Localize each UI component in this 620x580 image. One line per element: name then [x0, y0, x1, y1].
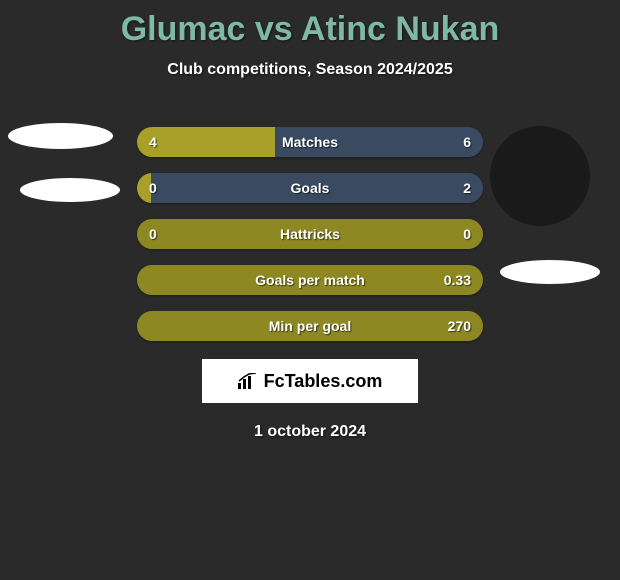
- stat-row: 4 6 Matches: [137, 127, 483, 157]
- stat-row: 270 Min per goal: [137, 311, 483, 341]
- stat-value-right: 6: [463, 134, 471, 150]
- brand-text: FcTables.com: [264, 371, 383, 392]
- stat-value-left: 0: [149, 180, 157, 196]
- subtitle: Club competitions, Season 2024/2025: [0, 61, 620, 79]
- page-title: Glumac vs Atinc Nukan: [0, 0, 620, 49]
- bar-left: [137, 127, 275, 157]
- brand-box: FcTables.com: [202, 359, 418, 403]
- stat-label: Min per goal: [269, 318, 351, 334]
- stat-label: Matches: [282, 134, 338, 150]
- decor-ellipse-right: [500, 260, 600, 284]
- stat-label: Goals: [291, 180, 330, 196]
- stat-row: 0.33 Goals per match: [137, 265, 483, 295]
- stat-row: 0 2 Goals: [137, 173, 483, 203]
- stat-value-right: 270: [448, 318, 471, 334]
- stat-label: Goals per match: [255, 272, 365, 288]
- stats-bars: 4 6 Matches 0 2 Goals 0 0 Hattricks 0.33 Goals per…: [137, 127, 483, 341]
- stat-value-right: 0: [463, 226, 471, 242]
- chart-icon: [238, 373, 258, 389]
- stat-row: 0 0 Hattricks: [137, 219, 483, 249]
- stat-value-right: 0.33: [444, 272, 471, 288]
- stat-value-right: 2: [463, 180, 471, 196]
- decor-ellipse-left-1: [8, 123, 113, 149]
- stat-label: Hattricks: [280, 226, 340, 242]
- stat-value-left: 4: [149, 134, 157, 150]
- date-text: 1 october 2024: [0, 423, 620, 441]
- decor-ellipse-left-2: [20, 178, 120, 202]
- stat-value-left: 0: [149, 226, 157, 242]
- player-avatar-right: [490, 126, 590, 226]
